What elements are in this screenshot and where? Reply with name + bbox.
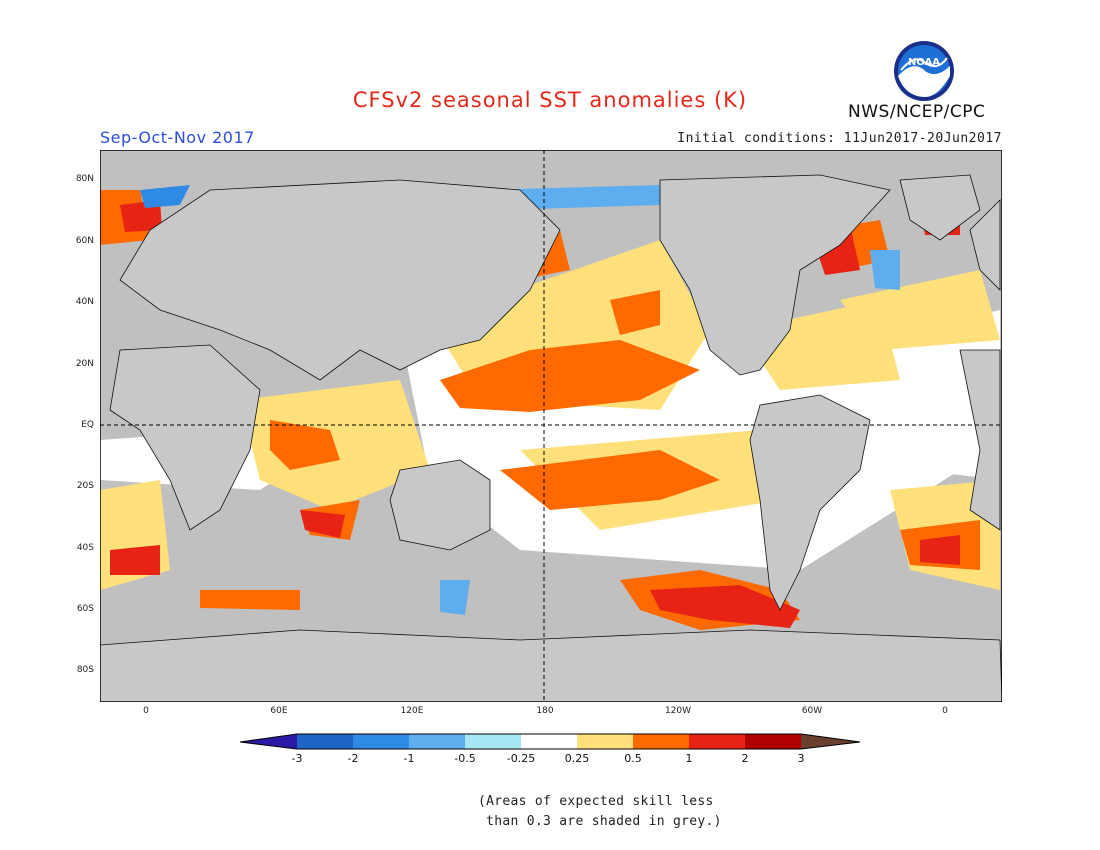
anomaly-red-region xyxy=(110,545,160,575)
lon-label-180: 180 xyxy=(536,706,554,716)
africa-east-land xyxy=(959,349,1001,531)
lon-label-60e: 60E xyxy=(270,706,288,716)
south-america-land xyxy=(749,394,871,611)
lat-label-20s: 20S xyxy=(76,481,94,491)
colorbar-label: -0.25 xyxy=(506,752,536,765)
colorbar-bin xyxy=(297,734,353,749)
anomaly-orange-region xyxy=(200,590,300,610)
lon-label-0-left: 0 xyxy=(143,706,149,716)
lon-label-0-right: 0 xyxy=(942,706,948,716)
lat-label-eq: EQ xyxy=(81,420,94,430)
north-america-land xyxy=(659,174,891,376)
lat-label-60n: 60N xyxy=(75,236,94,246)
map-title: CFSv2 seasonal SST anomalies (K) xyxy=(352,88,748,112)
anomaly-red-region xyxy=(920,535,960,565)
anomaly-orange-region xyxy=(270,420,340,470)
anomaly-red-region xyxy=(120,200,162,232)
noaa-logo: NOAA xyxy=(894,41,954,101)
lon-label-120e: 120E xyxy=(400,706,424,716)
lat-label-60s: 60S xyxy=(76,604,94,614)
lat-label-80s: 80S xyxy=(76,665,94,675)
anomaly-orange-region xyxy=(440,340,700,412)
anomaly-blue-region xyxy=(140,185,190,208)
africa-land xyxy=(109,344,261,531)
anomaly-blue-region xyxy=(440,580,470,615)
colorbar-bin xyxy=(801,734,860,749)
colorbar xyxy=(240,733,861,750)
colorbar-bin xyxy=(577,734,633,749)
skill-note: (Areas of expected skill less than 0.3 a… xyxy=(478,792,722,832)
colorbar-bin xyxy=(745,734,801,749)
colorbar-label: 2 xyxy=(741,752,749,765)
greenland-land xyxy=(899,174,981,241)
colorbar-bin xyxy=(353,734,409,749)
anomaly-red-region xyxy=(650,585,800,628)
colorbar-label: -0.5 xyxy=(454,752,476,765)
lat-label-20n: 20N xyxy=(75,359,94,369)
colorbar-bin xyxy=(409,734,465,749)
colorbar-label: -2 xyxy=(347,752,359,765)
australia-land xyxy=(389,459,491,551)
anomaly-yellow-region xyxy=(840,270,1000,350)
colorbar-label: -1 xyxy=(403,752,415,765)
colorbar-label: 3 xyxy=(797,752,805,765)
initial-conditions: Initial conditions: 11Jun2017-20Jun2017 xyxy=(677,131,1002,146)
sst-anomaly-map xyxy=(100,150,1002,702)
eurasia-west-land xyxy=(969,199,1001,291)
colorbar-label: 1 xyxy=(685,752,693,765)
colorbar-label: 0.25 xyxy=(564,752,590,765)
lat-label-80n: 80N xyxy=(75,174,94,184)
anomaly-orange-region xyxy=(610,290,660,335)
colorbar-bin xyxy=(689,734,745,749)
colorbar-label: 0.5 xyxy=(624,752,642,765)
anomaly-orange-region xyxy=(500,450,720,510)
colorbar-bin xyxy=(521,734,577,749)
eurasia-land xyxy=(119,179,561,381)
lat-label-40s: 40S xyxy=(76,543,94,553)
colorbar-bin xyxy=(465,734,521,749)
season-label: Sep-Oct-Nov 2017 xyxy=(100,128,255,147)
skill-note-line: (Areas of expected skill less xyxy=(478,794,714,809)
antarctica-land xyxy=(100,629,1002,702)
colorbar-label: -3 xyxy=(291,752,303,765)
colorbar-bin xyxy=(240,734,297,749)
lat-label-40n: 40N xyxy=(75,297,94,307)
lon-label-60w: 60W xyxy=(801,706,823,716)
anomaly-blue-region xyxy=(870,250,900,290)
colorbar-bin xyxy=(633,734,689,749)
lon-label-120w: 120W xyxy=(664,706,692,716)
agency-label: NWS/NCEP/CPC xyxy=(848,102,986,122)
noaa-logo-text: NOAA xyxy=(908,57,940,68)
skill-note-line: than 0.3 are shaded in grey.) xyxy=(478,814,722,829)
anomaly-red-region xyxy=(300,510,345,538)
